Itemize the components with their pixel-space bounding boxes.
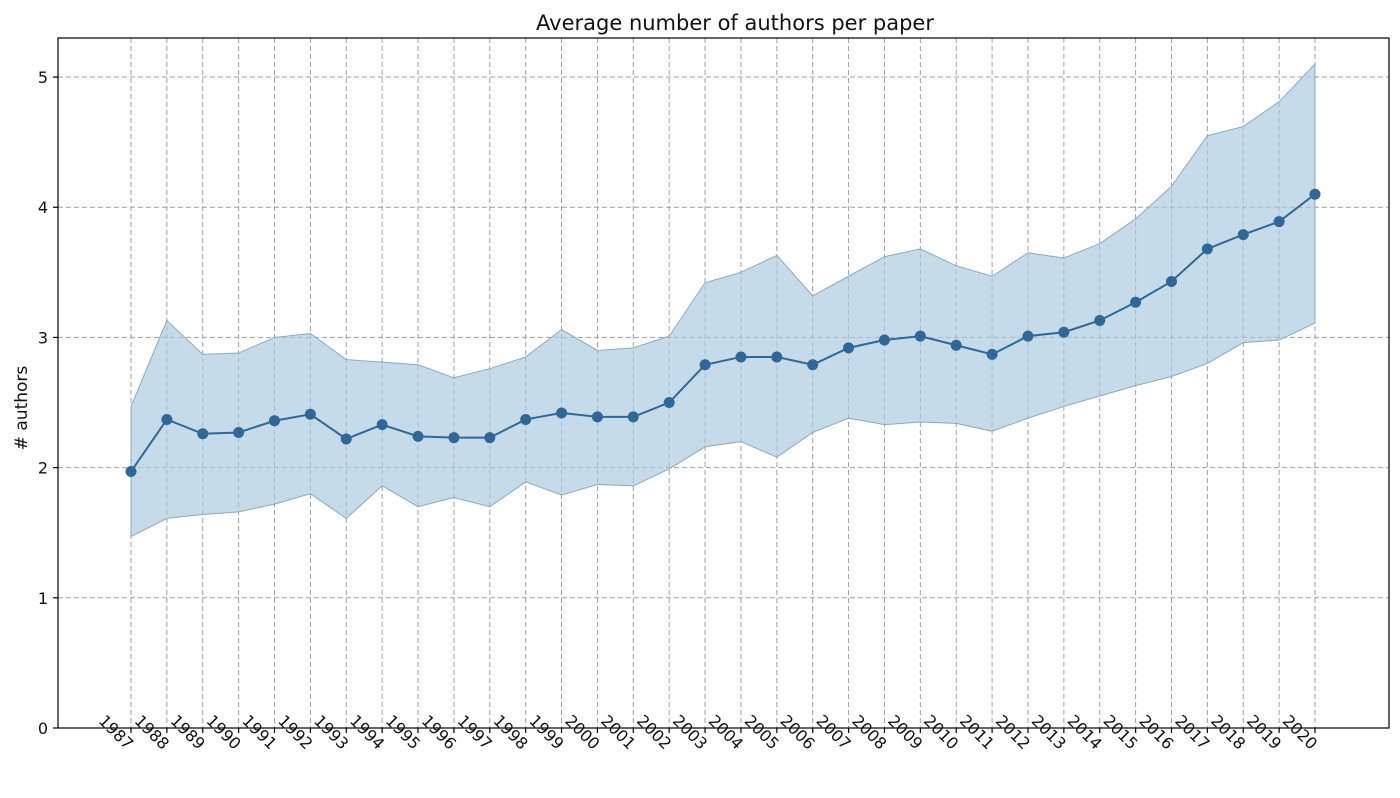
y-axis-label: # authors [12, 366, 32, 451]
data-point [556, 407, 568, 419]
data-point [1273, 216, 1285, 228]
data-point [161, 413, 173, 425]
data-point [1165, 275, 1177, 287]
plot-frame [57, 37, 1390, 729]
y-tick-label: 4 [38, 198, 48, 217]
data-point [412, 430, 424, 442]
x-tick-label: 2002 [633, 711, 675, 753]
x-tick-label: 1998 [490, 711, 532, 753]
x-tick-label: 2009 [884, 711, 926, 753]
x-tick-label: 2010 [920, 711, 962, 753]
data-point [1309, 188, 1321, 200]
data-point [1022, 330, 1034, 342]
x-tick-label: 2020 [1279, 711, 1321, 753]
data-point [591, 411, 603, 423]
x-tick-label: 2000 [561, 711, 603, 753]
x-tick-label: 2005 [741, 711, 783, 753]
data-point [1130, 296, 1142, 308]
data-point [843, 342, 855, 354]
x-axis-ticks: 1987198819891990199119921993199419951996… [95, 711, 1321, 753]
x-tick-label: 1999 [525, 711, 567, 753]
x-tick-label: 2014 [1064, 711, 1106, 753]
x-tick-label: 1990 [203, 711, 245, 753]
data-point [269, 415, 281, 427]
x-tick-label: 2004 [705, 711, 747, 753]
x-tick-label: 2001 [597, 711, 639, 753]
data-point [627, 411, 639, 423]
x-tick-label: 2015 [1099, 711, 1141, 753]
y-tick-label: 2 [38, 459, 48, 478]
x-tick-label: 2008 [848, 711, 890, 753]
data-point [914, 330, 926, 342]
data-point [484, 432, 496, 444]
data-point [699, 359, 711, 371]
x-tick-label: 1994 [346, 711, 388, 753]
x-tick-label: 1991 [238, 711, 280, 753]
data-point [878, 334, 890, 346]
y-tick-label: 3 [38, 328, 48, 347]
data-point [1237, 229, 1249, 241]
band-layer [130, 62, 1316, 538]
x-tick-label: 2006 [777, 711, 819, 753]
x-tick-label: 2007 [812, 711, 854, 753]
data-point [520, 413, 532, 425]
y-tick-label: 1 [38, 589, 48, 608]
x-tick-label: 2011 [956, 711, 998, 753]
data-point [1201, 243, 1213, 255]
data-point [304, 408, 316, 420]
data-point [197, 428, 209, 440]
data-point [1094, 315, 1106, 327]
x-tick-label: 1987 [95, 711, 137, 753]
x-tick-label: 2016 [1135, 711, 1177, 753]
data-point [771, 351, 783, 363]
data-point [125, 466, 137, 478]
data-point [986, 348, 998, 360]
data-point [807, 359, 819, 371]
x-tick-label: 2003 [669, 711, 711, 753]
line-layer [130, 193, 1316, 473]
data-point [950, 339, 962, 351]
data-point [376, 419, 388, 431]
x-tick-label: 1993 [310, 711, 352, 753]
x-tick-label: 1992 [274, 711, 316, 753]
data-point [340, 433, 352, 445]
x-tick-label: 1995 [382, 711, 424, 753]
data-point [233, 426, 245, 438]
y-axis-ticks: 0 1 2 3 4 5 [38, 68, 58, 738]
x-tick-label: 2019 [1243, 711, 1285, 753]
x-tick-label: 2013 [1028, 711, 1070, 753]
data-point [448, 432, 460, 444]
mean-line [130, 193, 1316, 473]
x-tick-label: 2012 [992, 711, 1034, 753]
data-point [663, 397, 675, 409]
std-band [130, 62, 1316, 538]
x-tick-label: 2018 [1207, 711, 1249, 753]
data-point [1058, 326, 1070, 338]
x-tick-label: 1996 [418, 711, 460, 753]
data-point [735, 351, 747, 363]
chart-title: Average number of authors per paper [536, 11, 934, 35]
y-tick-label: 5 [38, 68, 48, 87]
x-tick-label: 1988 [131, 711, 173, 753]
y-tick-label: 0 [38, 719, 48, 738]
x-tick-label: 2017 [1171, 711, 1213, 753]
point-layer [125, 188, 1321, 478]
x-tick-label: 1997 [454, 711, 496, 753]
x-tick-label: 1989 [167, 711, 209, 753]
